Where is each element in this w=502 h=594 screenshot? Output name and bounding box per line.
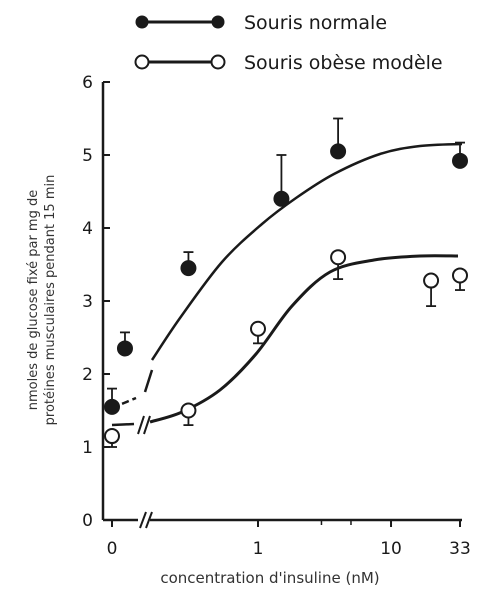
y-axis-ticks: 0 1 2 3 4 5 6	[82, 73, 110, 531]
y-tick-label-4: 4	[82, 219, 93, 239]
legend: Souris normale Souris obèse modèle	[134, 12, 443, 74]
y-tick-label-1: 1	[82, 438, 93, 458]
obese-point-0	[104, 428, 120, 445]
normal-point-3	[273, 190, 290, 207]
y-axis: 0 1 2 3 4 5 6	[82, 73, 110, 531]
legend-marker-normal-right	[211, 15, 225, 29]
obese-curve	[149, 254, 459, 424]
x-axis-label: concentration d'insuline (nM)	[160, 569, 379, 587]
x-tick-label-2: 10	[380, 539, 402, 559]
legend-entry-normal: Souris normale	[135, 12, 387, 34]
legend-marker-obese-left	[134, 54, 150, 70]
normal-curve-break	[143, 369, 154, 393]
x-axis-break	[139, 511, 153, 529]
obese-curve-break	[137, 415, 151, 435]
legend-entry-obese: Souris obèse modèle	[134, 52, 443, 74]
obese-point-2	[250, 320, 266, 337]
y-tick-label-6: 6	[82, 73, 93, 93]
obese-curve-start	[111, 422, 135, 427]
normal-point-0	[104, 398, 120, 415]
x-tick-label-1: 1	[253, 539, 264, 559]
y-axis-label-line-2: protéines musculaires pendant 15 min	[43, 175, 58, 426]
obese-point-4	[423, 272, 440, 289]
normal-point-4	[330, 143, 347, 160]
y-axis-label-line-1: nmoles de glucose fixé par mg de	[26, 190, 41, 410]
legend-marker-normal-left	[135, 15, 149, 29]
normal-point-5	[452, 152, 468, 169]
obese-point-1	[180, 402, 197, 419]
y-tick-label-5: 5	[82, 146, 93, 166]
x-axis-ticks: 0 1 10 33	[107, 520, 471, 559]
normal-point-1	[116, 340, 133, 357]
curve-breaks	[137, 369, 154, 435]
y-axis-title: nmoles de glucose fixé par mg de protéin…	[26, 175, 58, 426]
legend-label-obese: Souris obèse modèle	[244, 52, 443, 74]
x-tick-label-0: 0	[107, 539, 118, 559]
y-tick-label-0: 0	[82, 511, 93, 531]
obese-point-3	[330, 249, 347, 266]
legend-marker-obese-right	[210, 54, 226, 70]
y-tick-label-2: 2	[82, 365, 93, 385]
normal-curve	[150, 142, 463, 361]
y-tick-label-3: 3	[82, 292, 93, 312]
obese-point-5	[452, 267, 468, 284]
normal-point-2	[180, 260, 197, 277]
x-tick-label-3: 33	[449, 539, 471, 559]
x-axis: 0 1 10 33 concentration d'insuline (nM)	[103, 511, 471, 587]
series-layer	[104, 117, 468, 448]
legend-label-normal: Souris normale	[244, 12, 387, 34]
